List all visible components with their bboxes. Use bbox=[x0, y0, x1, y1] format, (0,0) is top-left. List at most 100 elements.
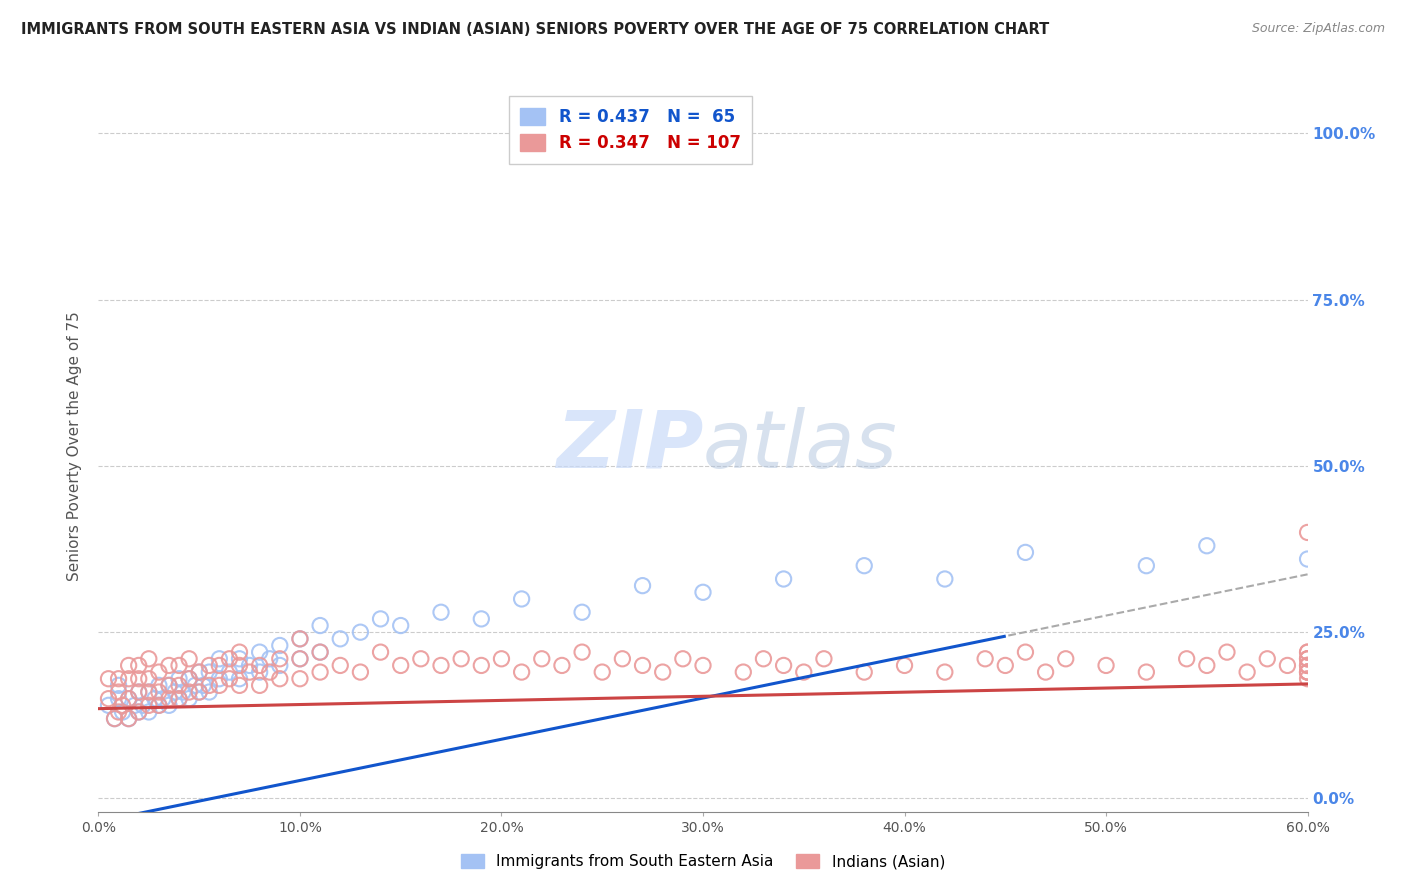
Point bbox=[370, 645, 392, 659]
Point bbox=[97, 698, 120, 713]
Point bbox=[228, 652, 250, 666]
Point bbox=[1296, 645, 1319, 659]
Point bbox=[329, 632, 352, 646]
Legend: Immigrants from South Eastern Asia, Indians (Asian): Immigrants from South Eastern Asia, Indi… bbox=[456, 848, 950, 875]
Text: ZIP: ZIP bbox=[555, 407, 703, 485]
Point bbox=[138, 685, 160, 699]
Point bbox=[198, 678, 221, 692]
Point bbox=[152, 691, 174, 706]
Point bbox=[1277, 658, 1299, 673]
Point bbox=[510, 591, 533, 606]
Point bbox=[143, 691, 166, 706]
Point bbox=[157, 698, 180, 713]
Point bbox=[651, 665, 673, 679]
Point bbox=[167, 691, 190, 706]
Point bbox=[1195, 658, 1218, 673]
Point bbox=[218, 652, 240, 666]
Point bbox=[118, 712, 141, 726]
Point bbox=[1296, 658, 1319, 673]
Point bbox=[491, 652, 513, 666]
Point bbox=[309, 645, 332, 659]
Point bbox=[269, 658, 291, 673]
Point bbox=[1195, 539, 1218, 553]
Point bbox=[631, 658, 654, 673]
Point bbox=[1296, 658, 1319, 673]
Point bbox=[1175, 652, 1198, 666]
Point bbox=[249, 645, 271, 659]
Point bbox=[184, 678, 207, 692]
Point bbox=[167, 678, 190, 692]
Point bbox=[1296, 658, 1319, 673]
Point bbox=[1135, 558, 1157, 573]
Point bbox=[179, 691, 201, 706]
Point bbox=[1216, 645, 1239, 659]
Point bbox=[138, 672, 160, 686]
Point bbox=[188, 685, 211, 699]
Point bbox=[188, 665, 211, 679]
Point bbox=[157, 658, 180, 673]
Point bbox=[193, 678, 215, 692]
Point bbox=[97, 691, 120, 706]
Point bbox=[148, 698, 170, 713]
Legend: R = 0.437   N =  65, R = 0.347   N = 107: R = 0.437 N = 65, R = 0.347 N = 107 bbox=[509, 96, 752, 164]
Text: IMMIGRANTS FROM SOUTH EASTERN ASIA VS INDIAN (ASIAN) SENIORS POVERTY OVER THE AG: IMMIGRANTS FROM SOUTH EASTERN ASIA VS IN… bbox=[21, 22, 1049, 37]
Point bbox=[813, 652, 835, 666]
Point bbox=[118, 658, 141, 673]
Point bbox=[288, 672, 311, 686]
Point bbox=[167, 691, 190, 706]
Point bbox=[107, 691, 129, 706]
Point bbox=[571, 645, 593, 659]
Point bbox=[510, 665, 533, 679]
Point bbox=[107, 705, 129, 719]
Point bbox=[1296, 665, 1319, 679]
Point bbox=[1296, 652, 1319, 666]
Point bbox=[132, 698, 155, 713]
Point bbox=[208, 652, 231, 666]
Point bbox=[288, 652, 311, 666]
Point bbox=[389, 658, 412, 673]
Point bbox=[853, 558, 876, 573]
Point bbox=[1296, 645, 1319, 659]
Point bbox=[157, 678, 180, 692]
Point bbox=[1296, 525, 1319, 540]
Point bbox=[1054, 652, 1077, 666]
Point bbox=[269, 639, 291, 653]
Point bbox=[752, 652, 775, 666]
Point bbox=[103, 712, 125, 726]
Point bbox=[179, 672, 201, 686]
Point bbox=[118, 691, 141, 706]
Point bbox=[97, 672, 120, 686]
Point bbox=[612, 652, 634, 666]
Point bbox=[571, 605, 593, 619]
Point bbox=[1035, 665, 1057, 679]
Point bbox=[288, 632, 311, 646]
Point bbox=[208, 678, 231, 692]
Point bbox=[128, 705, 150, 719]
Point bbox=[772, 572, 794, 586]
Point bbox=[1014, 645, 1036, 659]
Point bbox=[1135, 665, 1157, 679]
Point bbox=[249, 658, 271, 673]
Point bbox=[692, 658, 714, 673]
Point bbox=[450, 652, 472, 666]
Point bbox=[1296, 652, 1319, 666]
Point bbox=[228, 645, 250, 659]
Point bbox=[128, 658, 150, 673]
Point bbox=[309, 645, 332, 659]
Point bbox=[208, 672, 231, 686]
Point bbox=[249, 665, 271, 679]
Point bbox=[430, 605, 453, 619]
Point bbox=[148, 665, 170, 679]
Point bbox=[208, 658, 231, 673]
Point bbox=[138, 685, 160, 699]
Point bbox=[288, 632, 311, 646]
Point bbox=[188, 685, 211, 699]
Point bbox=[934, 665, 956, 679]
Point bbox=[994, 658, 1017, 673]
Point bbox=[111, 698, 134, 713]
Point bbox=[198, 665, 221, 679]
Text: Source: ZipAtlas.com: Source: ZipAtlas.com bbox=[1251, 22, 1385, 36]
Point bbox=[228, 678, 250, 692]
Point bbox=[107, 672, 129, 686]
Point bbox=[1014, 545, 1036, 559]
